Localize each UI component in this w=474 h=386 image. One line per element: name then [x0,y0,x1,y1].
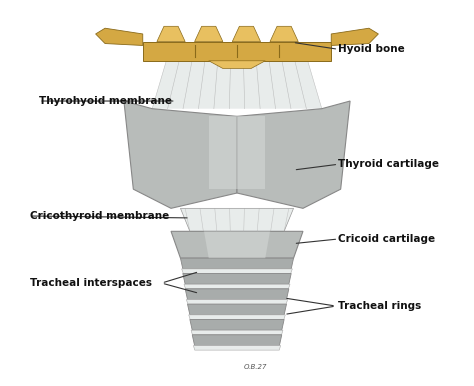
Polygon shape [181,208,293,231]
Polygon shape [183,273,291,284]
Polygon shape [232,26,261,42]
Polygon shape [237,101,350,208]
Polygon shape [209,61,265,68]
Polygon shape [191,330,283,335]
Polygon shape [192,335,282,345]
Polygon shape [189,315,285,320]
Text: O.B.27: O.B.27 [244,364,268,370]
Polygon shape [193,345,281,350]
Polygon shape [204,231,270,258]
Polygon shape [96,28,143,46]
Text: Hyoid bone: Hyoid bone [338,44,405,54]
Polygon shape [186,300,288,304]
Text: Tracheal rings: Tracheal rings [338,301,421,311]
Polygon shape [181,258,293,269]
Text: Tracheal interspaces: Tracheal interspaces [30,278,152,288]
Text: Thyroid cartilage: Thyroid cartilage [338,159,439,169]
Polygon shape [195,26,223,42]
Polygon shape [331,28,378,46]
Polygon shape [171,231,303,258]
Polygon shape [190,320,284,330]
Text: Cricoid cartilage: Cricoid cartilage [338,234,436,244]
Polygon shape [270,26,298,42]
Text: Thyrohyoid membrane: Thyrohyoid membrane [39,96,172,106]
Polygon shape [185,289,289,300]
Polygon shape [124,101,237,208]
Text: Cricothyroid membrane: Cricothyroid membrane [30,211,169,221]
Polygon shape [188,304,286,315]
Polygon shape [184,284,290,289]
Polygon shape [157,26,185,42]
Polygon shape [182,269,292,273]
Polygon shape [209,116,265,189]
Polygon shape [143,42,331,61]
Polygon shape [152,61,322,109]
